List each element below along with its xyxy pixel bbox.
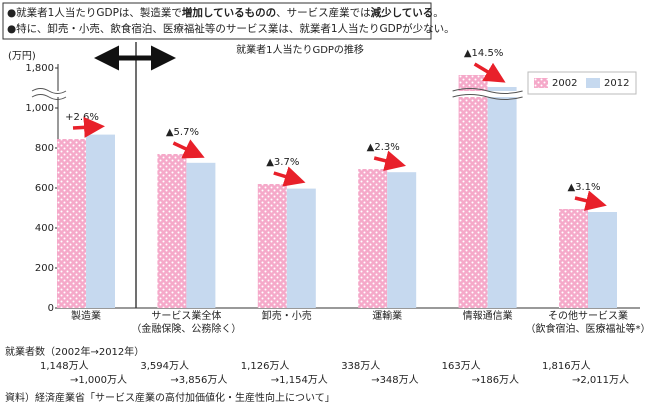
x-tick-label: その他サービス業 [548, 309, 628, 322]
x-tick-label: 運輸業 [372, 309, 402, 322]
legend-label: 2012 [604, 78, 629, 89]
employment-from: 1,816万人 [542, 360, 591, 372]
x-tick-note: （飲食宿泊、医療福祉等*） [526, 322, 649, 335]
legend: 2002 2012 [527, 71, 637, 95]
employment-to: →348万人 [371, 374, 418, 386]
bar [57, 139, 86, 308]
employment-from: 1,148万人 [40, 360, 89, 372]
annotation: +2.6% [65, 112, 99, 123]
y-tick-label: 400 [35, 223, 54, 234]
employment-from: 338万人 [341, 360, 380, 372]
x-tick-label: 卸売・小売 [262, 309, 312, 322]
bar [487, 87, 517, 308]
employment-title: 就業者数（2002年→2012年） [5, 345, 144, 358]
y-tick-label: 600 [35, 183, 54, 194]
axis-break [31, 88, 67, 100]
bar [387, 172, 417, 308]
y-tick-label: 1,000 [25, 103, 54, 114]
x-tick-label: 情報通信業 [463, 309, 513, 322]
legend-label: 2002 [552, 78, 577, 89]
change-arrow [273, 166, 306, 187]
y-tick-label: 1,800 [25, 63, 54, 74]
header-text: 減少している [371, 6, 434, 19]
bar [157, 154, 187, 308]
bar [86, 134, 115, 308]
header-line: ●特に、卸売・小売、飲食宿泊、医療福祉等のサービス業は、就業者1人当たりGDPが… [7, 22, 455, 35]
x-tick-label: サービス業全体 [151, 309, 221, 322]
employment-from: 163万人 [442, 360, 481, 372]
axis-break [452, 88, 523, 100]
x-tick-label: 製造業 [71, 309, 101, 322]
header-box [2, 2, 432, 40]
legend-box [527, 71, 637, 95]
bar [286, 188, 316, 308]
change-arrow [373, 150, 406, 172]
annotation: ▲5.7% [166, 127, 199, 138]
bar [257, 184, 287, 308]
header-text: ●就業者1人当たりGDPは、製造業で [7, 6, 182, 19]
legend-swatch [534, 78, 548, 88]
change-arrow [172, 139, 205, 159]
bar [559, 209, 588, 308]
change-arrow [473, 62, 506, 83]
y-tick-label: 800 [35, 143, 54, 154]
y-axis-label: (万円) [8, 51, 36, 62]
bar [186, 162, 216, 308]
x-tick-note: （金融保険、公務除く） [131, 322, 241, 335]
annotation: ▲3.7% [266, 157, 299, 168]
employment-from: 3,594万人 [140, 360, 189, 372]
employment-to: →3,856万人 [170, 374, 227, 386]
header-text: ●特に、卸売・小売、飲食宿泊、医療福祉等のサービス業は、就業者1人当たりGDPが… [7, 22, 455, 35]
annotation: ▲2.3% [367, 142, 400, 153]
employment-to: →186万人 [472, 374, 519, 386]
axis-break-gap [32, 91, 66, 97]
annotation: ▲14.5% [464, 48, 503, 59]
header-text: 。 [433, 7, 444, 19]
header-text: 、サービス産業では [276, 6, 371, 19]
legend-swatch [586, 78, 600, 88]
annotation: ▲3.1% [567, 182, 600, 193]
bar [358, 169, 388, 308]
y-tick-label: 0 [48, 303, 54, 314]
source: 資料）経済産業省「サービス産業の高付加価値化・生産性向上について」 [5, 391, 335, 404]
axis-break-gap [452, 91, 523, 97]
change-arrow [574, 190, 607, 211]
bar [588, 212, 617, 308]
y-tick-label: 200 [35, 263, 54, 274]
employment-from: 1,126万人 [241, 360, 290, 372]
bar [458, 75, 488, 308]
employment-to: →1,154万人 [271, 374, 328, 386]
employment-to: →1,000万人 [70, 374, 127, 386]
header-line: ●就業者1人当たりGDPは、製造業で増加しているものの、サービス産業では減少して… [7, 6, 444, 19]
chart-title: 就業者1人当たりGDPの推移 [236, 43, 364, 56]
header-text: 増加しているものの [182, 6, 276, 19]
change-arrow [72, 116, 105, 138]
employment-to: →2,011万人 [572, 374, 629, 386]
